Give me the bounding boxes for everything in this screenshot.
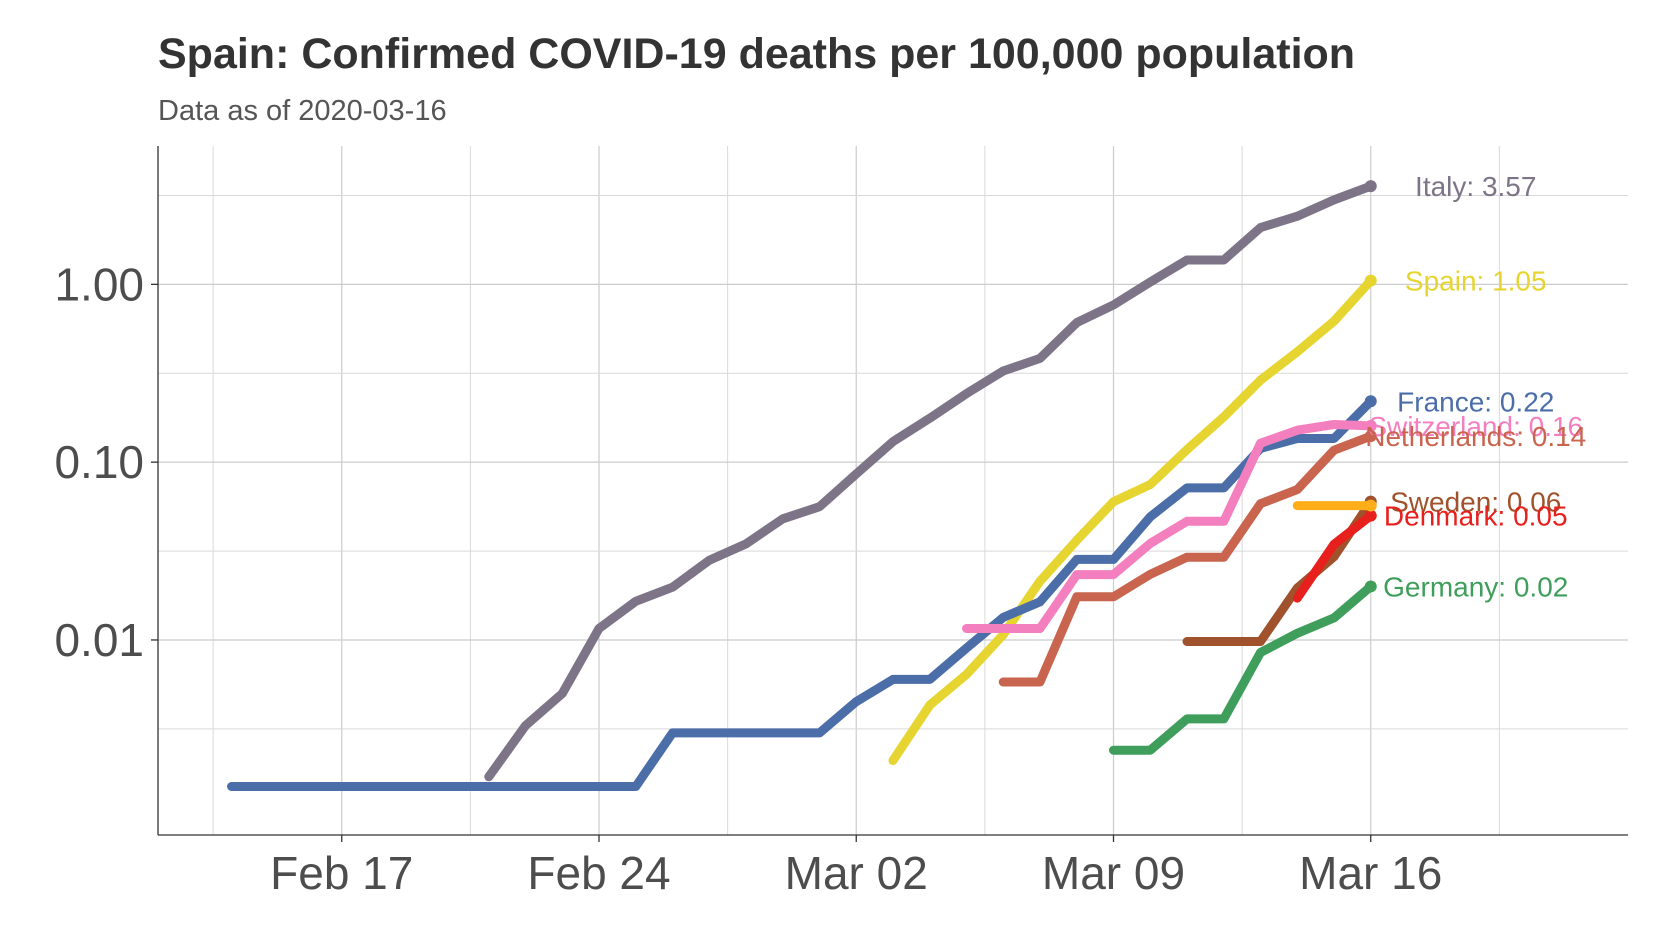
series-line-france <box>227 396 1376 791</box>
series-label-netherlands: Netherlands: 0.14 <box>1365 421 1586 452</box>
series-line-sweden <box>1182 497 1376 646</box>
chart-title: Spain: Confirmed COVID-19 deaths per 100… <box>158 30 1356 78</box>
series-line-italy <box>484 181 1376 782</box>
series-label-france: France: 0.22 <box>1397 386 1554 417</box>
series-line-spain <box>888 276 1376 765</box>
series-endpoint-unnamed <box>1364 499 1377 512</box>
y-tick-label: 0.10 <box>54 436 144 488</box>
x-tick-label: Feb 24 <box>527 847 670 899</box>
series-endpoint-spain <box>1364 274 1377 287</box>
y-tick-label: 0.01 <box>54 614 144 666</box>
series-endpoint-netherlands <box>1364 430 1377 443</box>
chart-subtitle: Data as of 2020-03-16 <box>158 95 447 127</box>
axes: Feb 17 Feb 24 Mar 02 Mar 09 Mar 16 0.01 0.10 1.… <box>54 146 1628 899</box>
grid-lines <box>158 146 1628 835</box>
series-label-italy: Italy: 3.57 <box>1415 171 1536 202</box>
series-lines <box>227 180 1377 791</box>
series-endpoint-italy <box>1364 180 1377 193</box>
series-line-germany <box>1109 581 1376 755</box>
series-label-sweden: Sweden: 0.06 <box>1390 487 1561 518</box>
x-tick-label: Mar 09 <box>1042 847 1185 899</box>
series-label-denmark: Denmark: 0.05 <box>1384 501 1568 532</box>
series-line-denmark <box>1292 511 1376 603</box>
x-tick-label: Mar 02 <box>785 847 928 899</box>
series-endpoint-france <box>1364 395 1377 408</box>
series-line-switzerland <box>962 420 1376 633</box>
y-tick-label: 1.00 <box>54 258 144 310</box>
series-endpoint-switzerland <box>1364 419 1377 432</box>
x-tick-label: Feb 17 <box>270 847 413 899</box>
series-labels: Italy: 3.57 Spain: 1.05 France: 0.22Switze… <box>1365 171 1586 602</box>
series-endpoint-denmark <box>1364 509 1377 522</box>
x-tick-label: Mar 16 <box>1299 847 1442 899</box>
series-endpoint-germany <box>1364 580 1377 593</box>
series-line-netherlands <box>998 431 1376 687</box>
series-label-spain: Spain: 1.05 <box>1405 266 1547 297</box>
series-label-switzerland: Switzerland: 0.16 <box>1368 411 1583 442</box>
series-label-germany: Germany: 0.02 <box>1383 571 1568 602</box>
